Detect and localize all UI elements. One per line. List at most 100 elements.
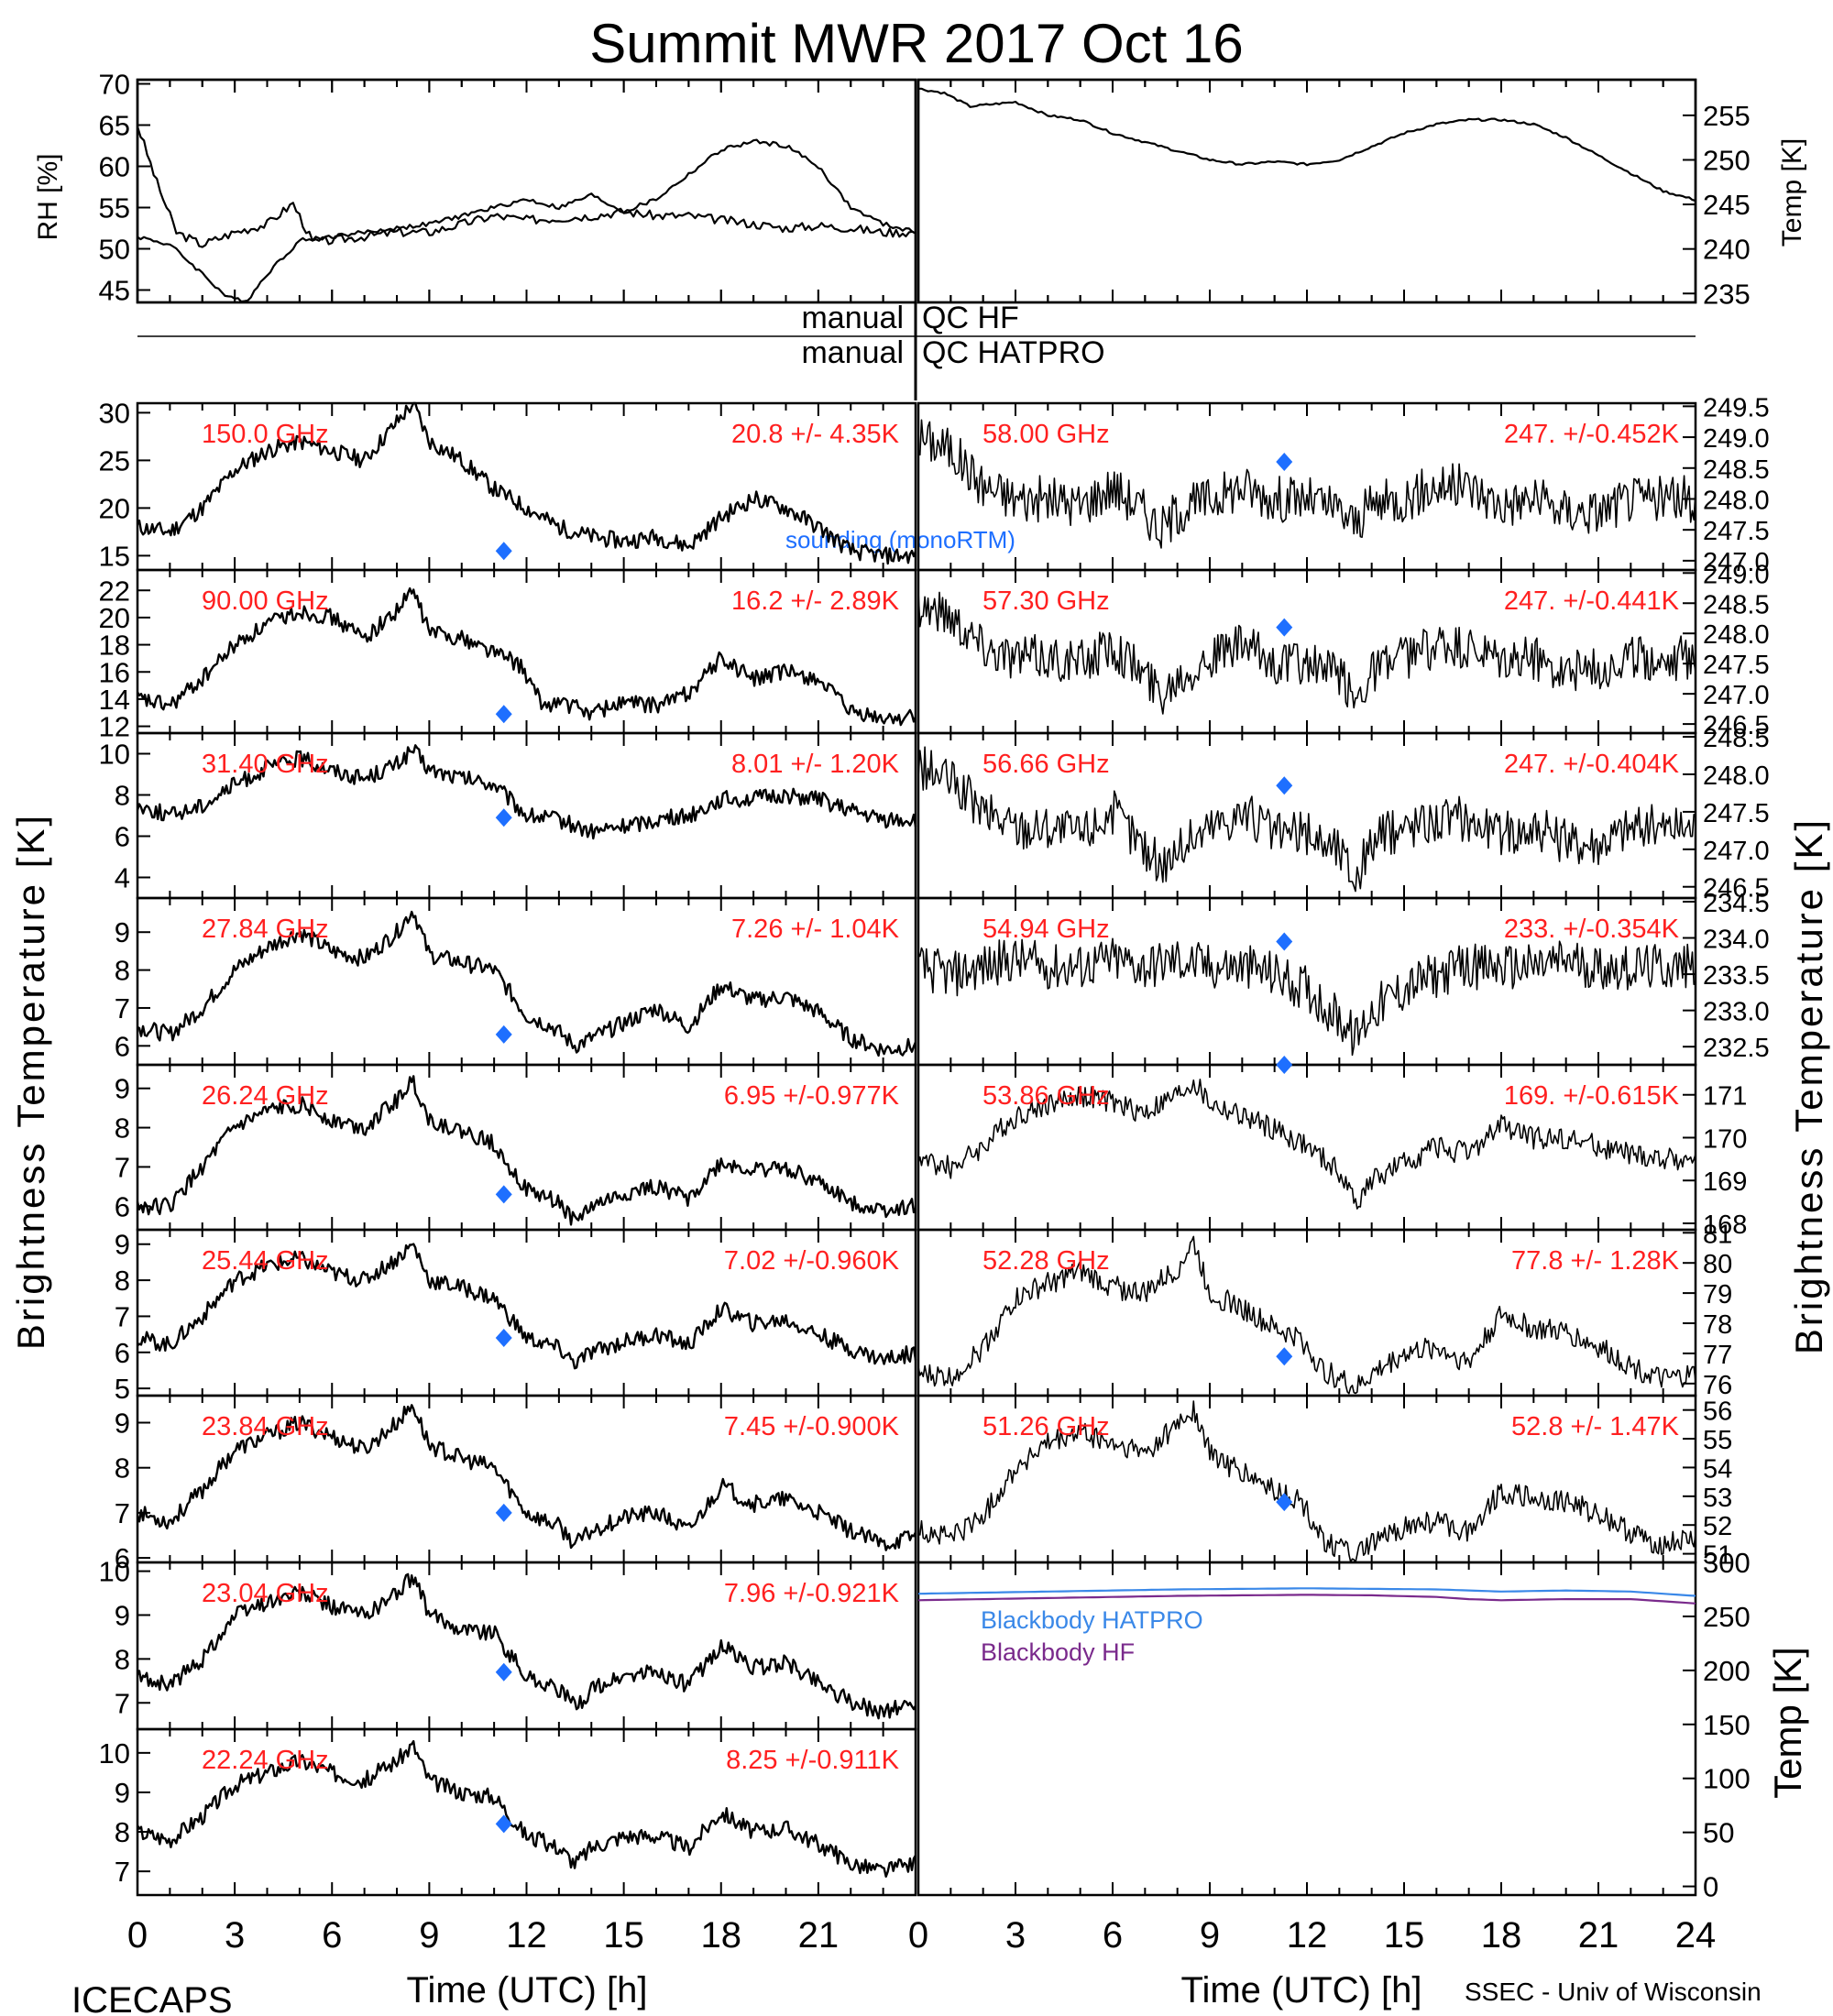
blackbody-temp-axis-label: Temp [K] [1766,1647,1809,1799]
right-channel-panel-6-series-0 [917,1400,1696,1563]
blackbody-panel-y-tick-label: 150 [1703,1709,1751,1741]
left-channel-panel-1-frequency-label: 90.00 GHz [202,586,329,616]
left-channel-panel-5-stat-label: 7.02 +/-0.960K [724,1246,900,1276]
left-channel-panel-1-sounding-marker [495,705,512,724]
right-channel-panel-0-series-0 [917,419,1696,549]
right-channel-panel-3-group: 232.5 233.0 233.5 234.0 234.5 54.94 GHz 233. +… [916,889,1770,1067]
left-channel-panel-1-y-tick-label: 20 [99,602,130,634]
right-channel-panel-5-y-tick-label: 77 [1703,1341,1732,1370]
x-tick-label-left: 21 [798,1915,840,1956]
left-channel-panel-0-sounding-marker [495,542,512,561]
left-channel-panel-1-y-tick-label: 22 [99,575,130,607]
x-tick-label-left: 15 [603,1915,644,1956]
left-channel-panel-5-sounding-marker [495,1329,512,1348]
right-channel-panel-1-y-tick-label: 248.5 [1703,590,1770,619]
left-channel-panel-2-group: 4 6 8 10 31.40 GHz 8.01 +/- 1.20K [99,731,917,900]
blackbody-panel-y-tick-label: 250 [1703,1601,1751,1633]
right-channel-panel-3-y-tick-label: 233.5 [1703,961,1770,991]
right-channel-panel-6-frequency-label: 51.26 GHz [982,1412,1110,1441]
right-channel-panel-4-y-tick-label: 170 [1703,1124,1747,1154]
x-tick-label-right: 0 [908,1915,928,1956]
left-channel-panel-6-frequency-label: 23.84 GHz [202,1412,329,1441]
right-channel-panel-1-series-0 [917,591,1696,715]
right-channel-panel-3-frequency-label: 54.94 GHz [982,915,1110,944]
rh-panel-y-tick-label: 60 [99,151,130,183]
right-channel-panel-5-y-tick-label: 80 [1703,1250,1732,1279]
left-channel-panel-4-y-tick-label: 9 [115,1073,130,1105]
rh-panel-y-tick-label: 65 [99,110,130,142]
qc-hatpro-left-label: manual [801,335,904,370]
left-channel-panel-7-y-tick-label: 10 [99,1556,130,1588]
rh-panel-y-tick-label: 45 [99,275,130,307]
right-channel-panel-1-y-tick-label: 247.5 [1703,651,1770,680]
left-channel-panel-0-y-tick-label: 30 [99,397,130,429]
right-channel-panel-0-sounding-marker [1276,453,1293,472]
x-tick-label-right: 3 [1005,1915,1026,1956]
x-tick-label-left: 6 [322,1915,342,1956]
x-tick-label-right: 12 [1287,1915,1328,1956]
blackbody-panel-y-tick-label: 50 [1703,1817,1734,1849]
blackbody-panel-y-tick-label: 100 [1703,1763,1751,1795]
right-channel-panel-4-sounding-marker [1276,1056,1293,1074]
left-channel-panel-3-y-tick-label: 6 [115,1030,130,1062]
left-channel-panel-2-y-tick-label: 4 [115,862,130,894]
rh-panel-right-half-series-0 [137,138,916,303]
figure-title: Summit MWR 2017 Oct 16 [589,13,1244,74]
x-tick-label-left: 18 [701,1915,742,1956]
left-channel-panel-1-y-tick-label: 12 [99,711,130,743]
left-channel-panel-1-y-tick-label: 14 [99,684,130,716]
qc-hf-left-label: manual [801,301,904,335]
left-channel-panel-1-series-0 [136,586,917,727]
left-channel-panel-2-y-tick-label: 8 [115,780,130,812]
left-channel-panel-5-y-tick-label: 8 [115,1265,130,1297]
left-channel-panel-6-y-tick-label: 8 [115,1452,130,1485]
left-channel-panel-0-series-0 [136,401,917,565]
right-channel-panel-2-y-tick-label: 247.0 [1703,837,1770,866]
temp-panel-y-tick-label: 250 [1703,144,1751,176]
left-channel-panel-1-stat-label: 16.2 +/- 2.89K [731,586,900,616]
right-channel-panel-6-y-tick-label: 53 [1703,1484,1732,1513]
left-channel-panel-4-sounding-marker [495,1185,512,1204]
right-channel-panel-2-y-tick-label: 247.5 [1703,799,1770,828]
blackbody-panel-series-0 [917,1587,1696,1597]
right-channel-panel-0-y-tick-label: 247.5 [1703,517,1770,546]
x-axis-label-left: Time (UTC) [h] [407,1970,648,2011]
right-channel-panel-2-y-tick-label: 248.5 [1703,724,1770,753]
x-tick-label-left: 9 [419,1915,439,1956]
right-channel-panel-0-y-tick-label: 248.0 [1703,486,1770,515]
right-channel-panel-3-y-tick-label: 234.5 [1703,889,1770,918]
left-channel-panel-8-y-tick-label: 9 [115,1777,130,1809]
left-channel-panel-7-y-tick-label: 7 [115,1687,130,1719]
right-channel-panel-3-stat-label: 233. +/-0.354K [1504,915,1680,944]
left-channel-panel-7-group: 7 8 9 10 23.04 GHz 7.96 +/-0.921K [99,1556,917,1731]
rh-panel-y-tick-label: 55 [99,192,130,225]
rh-axis-label: RH [%] [33,153,63,240]
right-channel-panel-1-stat-label: 247. +/-0.441K [1504,586,1680,616]
right-channel-panel-5-y-tick-label: 81 [1703,1220,1732,1249]
right-channel-panel-4-y-tick-label: 168 [1703,1211,1747,1240]
x-tick-label-right: 18 [1481,1915,1522,1956]
left-channel-panel-6-group: 6 7 8 9 23.84 GHz 7.45 +/-0.900K [115,1394,917,1574]
left-channel-panel-6-series-0 [136,1404,917,1551]
footer-left-label: ICECAPS [71,1980,233,2016]
right-channel-panel-0-y-tick-label: 249.5 [1703,393,1770,422]
left-channel-panel-2-series-0 [136,744,917,840]
right-channel-panel-4-stat-label: 169. +/-0.615K [1504,1081,1680,1111]
qc-hatpro-right-label: QC HATPRO [922,335,1105,370]
left-channel-panel-8-stat-label: 8.25 +/-0.911K [726,1746,900,1775]
left-channel-panel-4-frequency-label: 26.24 GHz [202,1081,329,1111]
left-channel-panel-7-frequency-label: 23.04 GHz [202,1579,329,1608]
left-channel-panel-7-y-tick-label: 9 [115,1599,130,1631]
right-channel-panel-5-series-0 [917,1235,1696,1395]
left-channel-panel-7-stat-label: 7.96 +/-0.921K [724,1579,900,1608]
right-channel-panel-0-y-tick-label: 248.5 [1703,455,1770,485]
right-channel-panel-3-y-tick-label: 233.0 [1703,998,1770,1027]
blackbody-panel-y-tick-label: 300 [1703,1547,1751,1579]
rh-panel-y-tick-label: 70 [99,69,130,101]
left-channel-panel-2-sounding-marker [495,808,512,827]
left-channel-panel-2-frequency-label: 31.40 GHz [202,750,329,779]
right-channel-panel-1-y-tick-label: 247.0 [1703,681,1770,710]
sounding-legend-label: sounding (monoRTM) [785,526,1015,553]
